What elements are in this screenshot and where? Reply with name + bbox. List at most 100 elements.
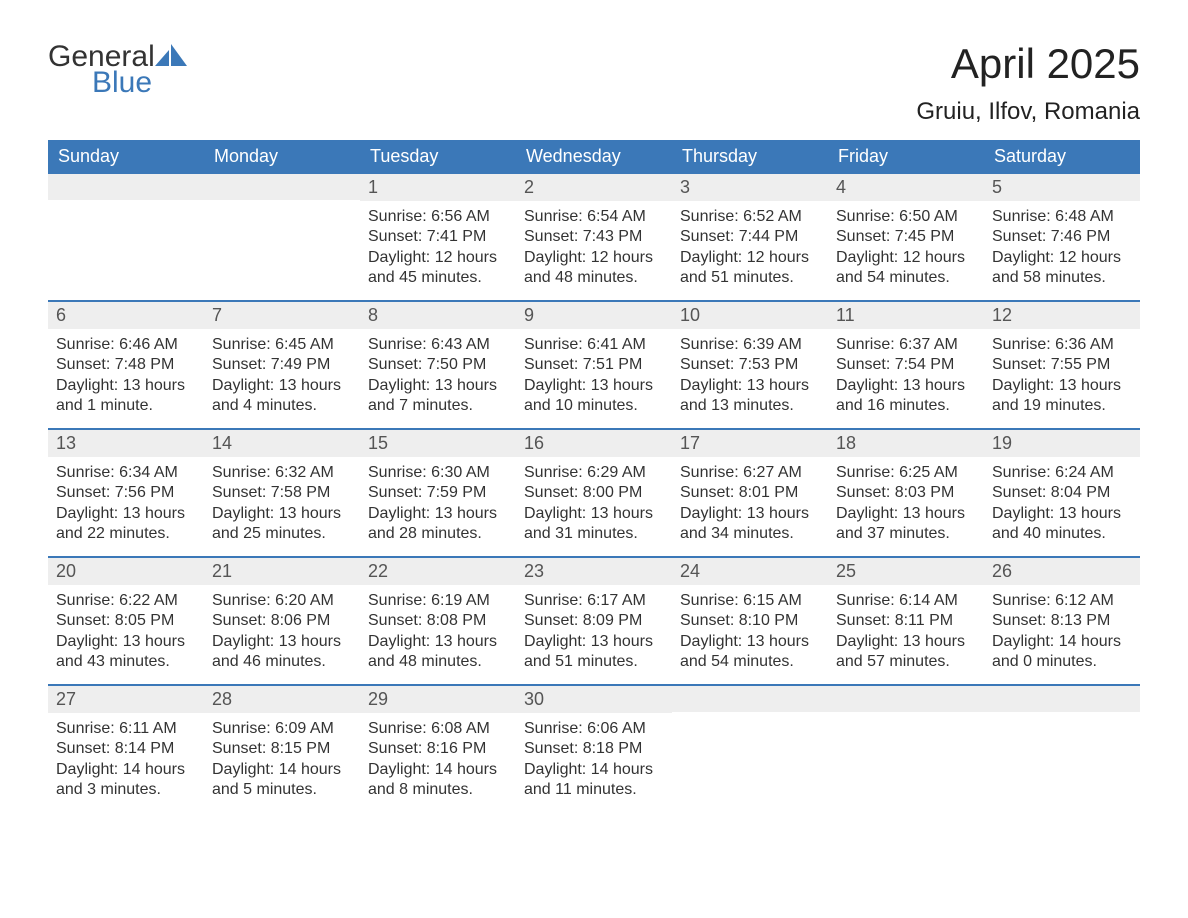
sunrise-text: Sunrise: 6:29 AM [524,463,664,483]
weekday-header: Tuesday [360,140,516,174]
day-number: 18 [828,430,984,457]
calendar-day-cell: 15Sunrise: 6:30 AMSunset: 7:59 PMDayligh… [360,430,516,556]
sunset-text: Sunset: 7:53 PM [680,355,820,375]
weekday-header: Wednesday [516,140,672,174]
sunrise-text: Sunrise: 6:19 AM [368,591,508,611]
day-number: 22 [360,558,516,585]
day-number: 8 [360,302,516,329]
location-subtitle: Gruiu, Ilfov, Romania [916,98,1140,126]
daylight-text: Daylight: 12 hours and 58 minutes. [992,248,1132,289]
sunrise-text: Sunrise: 6:14 AM [836,591,976,611]
daylight-text: Daylight: 12 hours and 54 minutes. [836,248,976,289]
sunrise-text: Sunrise: 6:11 AM [56,719,196,739]
calendar-day-cell: 20Sunrise: 6:22 AMSunset: 8:05 PMDayligh… [48,558,204,684]
sunrise-text: Sunrise: 6:41 AM [524,335,664,355]
day-number: 3 [672,174,828,201]
daylight-text: Daylight: 12 hours and 45 minutes. [368,248,508,289]
calendar-day-cell: 7Sunrise: 6:45 AMSunset: 7:49 PMDaylight… [204,302,360,428]
calendar-day-cell: 13Sunrise: 6:34 AMSunset: 7:56 PMDayligh… [48,430,204,556]
sunrise-text: Sunrise: 6:39 AM [680,335,820,355]
calendar-day-cell: 28Sunrise: 6:09 AMSunset: 8:15 PMDayligh… [204,686,360,812]
day-details: Sunrise: 6:14 AMSunset: 8:11 PMDaylight:… [828,585,984,681]
sunset-text: Sunset: 8:04 PM [992,483,1132,503]
sunrise-text: Sunrise: 6:24 AM [992,463,1132,483]
sunrise-text: Sunrise: 6:36 AM [992,335,1132,355]
day-details: Sunrise: 6:09 AMSunset: 8:15 PMDaylight:… [204,713,360,809]
daylight-text: Daylight: 12 hours and 51 minutes. [680,248,820,289]
calendar-day-cell: 21Sunrise: 6:20 AMSunset: 8:06 PMDayligh… [204,558,360,684]
day-details: Sunrise: 6:43 AMSunset: 7:50 PMDaylight:… [360,329,516,425]
weekday-header: Sunday [48,140,204,174]
daylight-text: Daylight: 13 hours and 51 minutes. [524,632,664,673]
day-number: 5 [984,174,1140,201]
calendar-week: 27Sunrise: 6:11 AMSunset: 8:14 PMDayligh… [48,684,1140,812]
daylight-text: Daylight: 13 hours and 48 minutes. [368,632,508,673]
calendar-day-cell [672,686,828,812]
calendar-day-cell: 2Sunrise: 6:54 AMSunset: 7:43 PMDaylight… [516,174,672,300]
daylight-text: Daylight: 13 hours and 43 minutes. [56,632,196,673]
calendar-day-cell: 25Sunrise: 6:14 AMSunset: 8:11 PMDayligh… [828,558,984,684]
sunset-text: Sunset: 8:05 PM [56,611,196,631]
daylight-text: Daylight: 13 hours and 25 minutes. [212,504,352,545]
daylight-text: Daylight: 13 hours and 37 minutes. [836,504,976,545]
calendar-day-cell: 17Sunrise: 6:27 AMSunset: 8:01 PMDayligh… [672,430,828,556]
day-number: 10 [672,302,828,329]
day-details: Sunrise: 6:15 AMSunset: 8:10 PMDaylight:… [672,585,828,681]
sunrise-text: Sunrise: 6:43 AM [368,335,508,355]
calendar-day-cell: 29Sunrise: 6:08 AMSunset: 8:16 PMDayligh… [360,686,516,812]
calendar-day-cell: 12Sunrise: 6:36 AMSunset: 7:55 PMDayligh… [984,302,1140,428]
calendar-day-cell [828,686,984,812]
day-number [828,686,984,712]
sunset-text: Sunset: 7:51 PM [524,355,664,375]
daylight-text: Daylight: 13 hours and 34 minutes. [680,504,820,545]
day-details: Sunrise: 6:30 AMSunset: 7:59 PMDaylight:… [360,457,516,553]
calendar-day-cell: 22Sunrise: 6:19 AMSunset: 8:08 PMDayligh… [360,558,516,684]
day-details: Sunrise: 6:27 AMSunset: 8:01 PMDaylight:… [672,457,828,553]
sunset-text: Sunset: 8:01 PM [680,483,820,503]
day-details: Sunrise: 6:25 AMSunset: 8:03 PMDaylight:… [828,457,984,553]
sunset-text: Sunset: 7:54 PM [836,355,976,375]
day-number: 1 [360,174,516,201]
day-details: Sunrise: 6:19 AMSunset: 8:08 PMDaylight:… [360,585,516,681]
sunrise-text: Sunrise: 6:37 AM [836,335,976,355]
day-details: Sunrise: 6:32 AMSunset: 7:58 PMDaylight:… [204,457,360,553]
sunrise-text: Sunrise: 6:52 AM [680,207,820,227]
sunset-text: Sunset: 8:18 PM [524,739,664,759]
sunrise-text: Sunrise: 6:27 AM [680,463,820,483]
calendar-day-cell: 30Sunrise: 6:06 AMSunset: 8:18 PMDayligh… [516,686,672,812]
day-details: Sunrise: 6:29 AMSunset: 8:00 PMDaylight:… [516,457,672,553]
weekday-header: Saturday [984,140,1140,174]
day-number: 4 [828,174,984,201]
sunrise-text: Sunrise: 6:50 AM [836,207,976,227]
daylight-text: Daylight: 13 hours and 57 minutes. [836,632,976,673]
sunset-text: Sunset: 7:56 PM [56,483,196,503]
day-number: 24 [672,558,828,585]
daylight-text: Daylight: 13 hours and 10 minutes. [524,376,664,417]
sunset-text: Sunset: 7:55 PM [992,355,1132,375]
calendar-day-cell: 11Sunrise: 6:37 AMSunset: 7:54 PMDayligh… [828,302,984,428]
sunrise-text: Sunrise: 6:54 AM [524,207,664,227]
sunset-text: Sunset: 8:09 PM [524,611,664,631]
sunset-text: Sunset: 7:41 PM [368,227,508,247]
calendar-day-cell: 9Sunrise: 6:41 AMSunset: 7:51 PMDaylight… [516,302,672,428]
daylight-text: Daylight: 13 hours and 16 minutes. [836,376,976,417]
sunrise-text: Sunrise: 6:15 AM [680,591,820,611]
weeks-container: 1Sunrise: 6:56 AMSunset: 7:41 PMDaylight… [48,174,1140,812]
sunset-text: Sunset: 8:03 PM [836,483,976,503]
daylight-text: Daylight: 14 hours and 11 minutes. [524,760,664,801]
calendar-day-cell: 19Sunrise: 6:24 AMSunset: 8:04 PMDayligh… [984,430,1140,556]
weekday-header: Friday [828,140,984,174]
calendar-day-cell: 6Sunrise: 6:46 AMSunset: 7:48 PMDaylight… [48,302,204,428]
day-number: 17 [672,430,828,457]
calendar-day-cell: 10Sunrise: 6:39 AMSunset: 7:53 PMDayligh… [672,302,828,428]
calendar-day-cell [48,174,204,300]
weekday-header: Thursday [672,140,828,174]
sunset-text: Sunset: 8:10 PM [680,611,820,631]
calendar-week: 1Sunrise: 6:56 AMSunset: 7:41 PMDaylight… [48,174,1140,300]
day-details: Sunrise: 6:24 AMSunset: 8:04 PMDaylight:… [984,457,1140,553]
daylight-text: Daylight: 13 hours and 1 minute. [56,376,196,417]
logo: General Blue [48,40,187,100]
day-details: Sunrise: 6:48 AMSunset: 7:46 PMDaylight:… [984,201,1140,297]
sunrise-text: Sunrise: 6:22 AM [56,591,196,611]
calendar-day-cell [204,174,360,300]
